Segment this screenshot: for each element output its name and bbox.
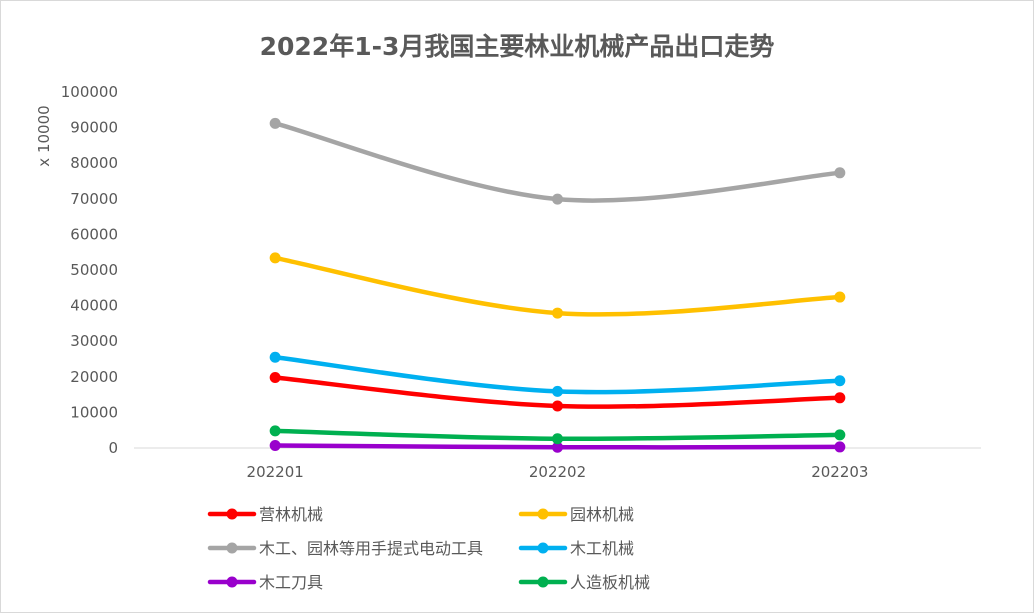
- data-point: [552, 400, 563, 412]
- y-tick-label: 10000: [70, 403, 118, 421]
- data-point: [269, 372, 281, 384]
- x-tick-label: 202202: [529, 463, 586, 481]
- data-point: [269, 425, 281, 437]
- data-point: [834, 291, 846, 303]
- data-point: [834, 392, 846, 404]
- legend-item: 木工刀具: [207, 573, 323, 592]
- legend-swatch-marker: [537, 576, 549, 588]
- series-group: [269, 252, 846, 319]
- y-tick-label: 100000: [61, 83, 118, 101]
- legend-swatch-marker: [226, 542, 238, 554]
- legend-label: 木工刀具: [259, 573, 323, 592]
- y-tick-label: 50000: [70, 261, 118, 279]
- legend-label: 木工机械: [570, 539, 634, 558]
- series-line: [272, 255, 843, 317]
- data-point: [552, 441, 563, 453]
- legend-swatch-marker: [226, 508, 238, 520]
- y-tick-label: 80000: [70, 154, 118, 172]
- data-point: [269, 440, 281, 452]
- series-group: [269, 372, 846, 412]
- series-group: [269, 117, 846, 205]
- series-layer: [269, 117, 846, 453]
- chart-title: 2022年1-3月我国主要林业机械产品出口走势: [260, 32, 775, 61]
- x-tick-label: 202201: [247, 463, 304, 481]
- data-point: [552, 385, 563, 397]
- x-axis-ticks: 202201 202202 202203: [247, 463, 869, 481]
- data-point: [552, 307, 563, 319]
- y-axis-label: x 10000: [35, 105, 53, 166]
- data-point: [269, 252, 281, 264]
- legend-swatch-marker: [537, 508, 549, 520]
- y-tick-label: 30000: [70, 332, 118, 350]
- data-point: [552, 193, 563, 205]
- data-point: [552, 433, 563, 445]
- series-group: [269, 351, 846, 397]
- data-point: [834, 429, 846, 441]
- data-point: [269, 117, 281, 129]
- legend-label: 园林机械: [570, 505, 634, 524]
- y-tick-label: 60000: [70, 225, 118, 243]
- y-tick-label: 20000: [70, 368, 118, 386]
- legend-label: 人造板机械: [570, 573, 650, 592]
- data-point: [269, 351, 281, 363]
- y-tick-label: 40000: [70, 297, 118, 315]
- legend-item: 木工机械: [518, 539, 634, 558]
- legend-item: 营林机械: [207, 505, 323, 524]
- y-axis-ticks: 0 10000 20000 30000 40000 50000 60000 70000 8000…: [61, 83, 118, 457]
- y-tick-label: 70000: [70, 190, 118, 208]
- legend-item: 园林机械: [518, 505, 634, 524]
- y-tick-label: 0: [108, 439, 118, 457]
- legend-label: 木工、园林等用手提式电动工具: [259, 539, 483, 558]
- data-point: [834, 167, 846, 179]
- series-line: [272, 121, 843, 203]
- x-tick-label: 202203: [811, 463, 868, 481]
- series-group: [269, 440, 846, 453]
- legend-item: 木工、园林等用手提式电动工具: [207, 539, 483, 558]
- legend-swatch-marker: [537, 542, 549, 554]
- y-tick-label: 90000: [70, 119, 118, 137]
- legend-swatch-marker: [226, 576, 238, 588]
- data-point: [834, 375, 846, 387]
- legend-label: 营林机械: [259, 505, 323, 524]
- series-group: [269, 425, 846, 445]
- legend-item: 人造板机械: [518, 573, 650, 592]
- data-point: [834, 441, 846, 453]
